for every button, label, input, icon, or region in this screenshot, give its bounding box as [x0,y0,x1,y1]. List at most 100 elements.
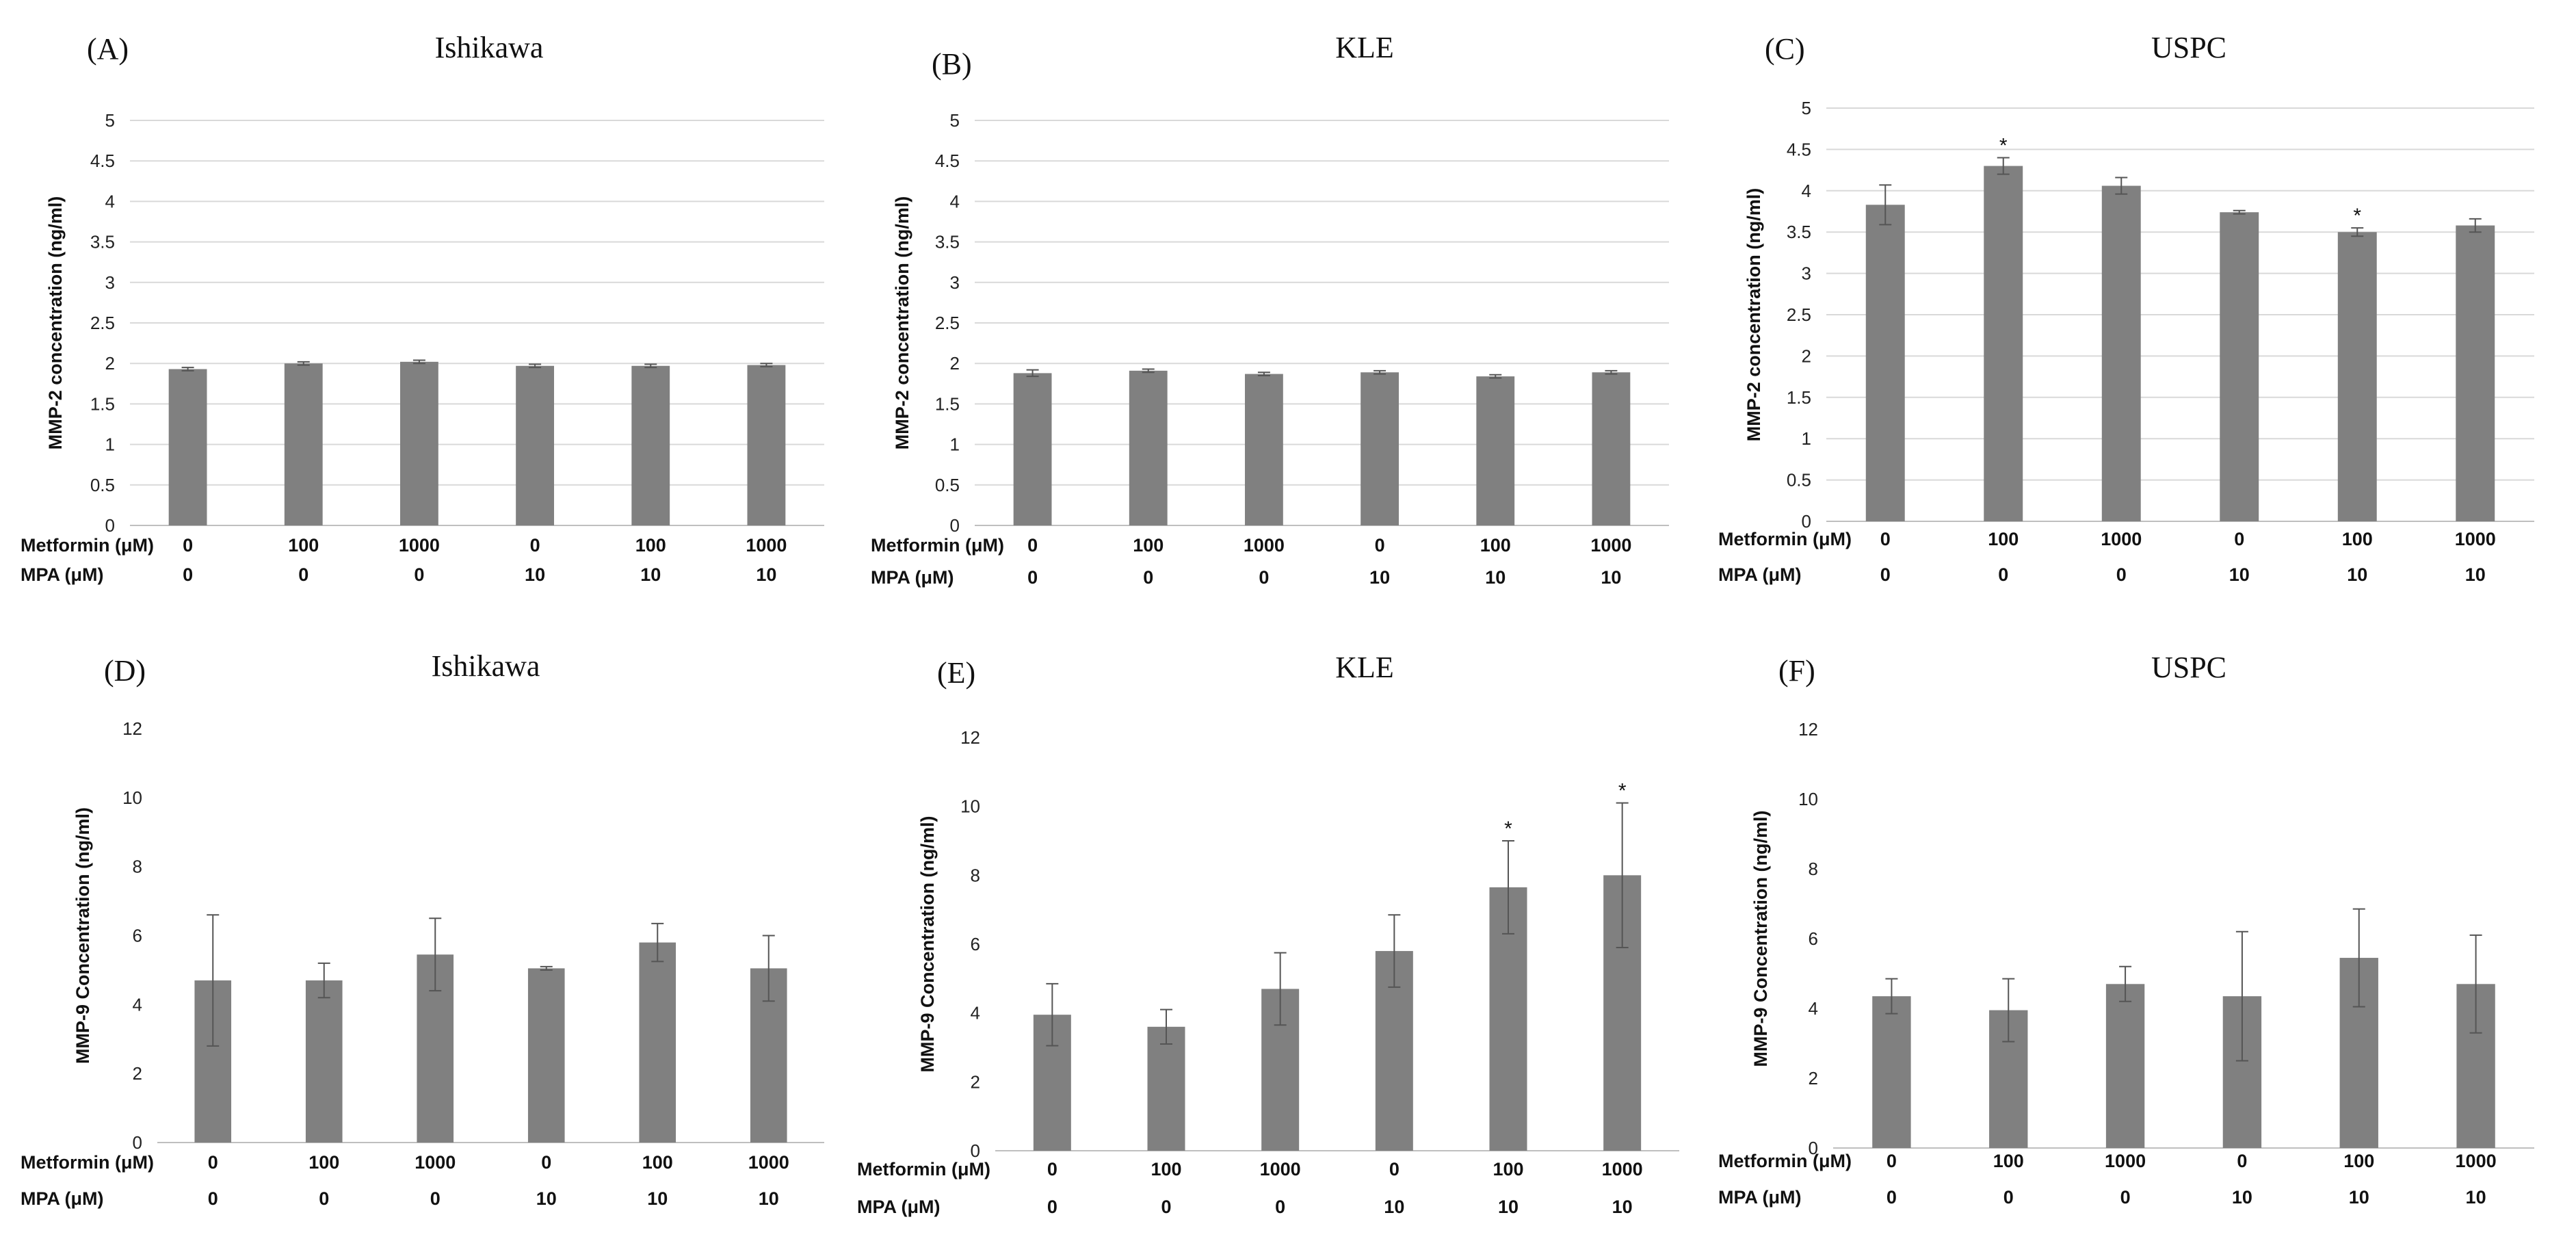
bar [1147,1026,1185,1151]
metformin-row-label: Metformin (μM) [1718,529,1852,549]
panel-letter: (A) [87,32,129,66]
y-tick-label: 2.5 [935,313,960,333]
metformin-dose-label: 1000 [2456,1151,2497,1171]
mpa-dose-label: 0 [430,1188,441,1209]
error-bar [429,917,442,992]
y-tick-label: 8 [1809,859,1818,879]
bar [2220,212,2259,521]
panel-title: USPC [2151,31,2226,64]
y-tick-label: 0 [971,1140,980,1161]
mpa-dose-label: 10 [647,1188,668,1209]
bar [631,365,670,525]
y-tick-label: 4.5 [90,151,115,171]
mpa-dose-label: 10 [640,564,661,585]
panel-b: (B) KLE MMP-2 concentration (ng/ml) 0 0.5 1 1.… [871,31,1669,588]
metformin-dose-label: 0 [183,535,193,556]
error-bar [1616,802,1629,949]
error-bar [1374,369,1386,375]
metformin-dose-label: 0 [530,535,540,556]
metformin-dose-label: 0 [1389,1159,1399,1179]
y-tick-label: 6 [133,926,142,946]
error-bar [1879,184,1892,226]
metformin-dose-label: 0 [208,1152,218,1173]
y-tick-label: 3.5 [935,232,960,252]
y-tick-label: 10 [122,787,142,808]
metformin-dose-label: 100 [1133,535,1164,556]
panel-title: USPC [2151,651,2226,684]
panel-letter: (F) [1778,654,1815,688]
mpa-row-label: MPA (μM) [1718,1187,1802,1208]
metformin-dose-label: 0 [1880,529,1891,549]
bar [1129,370,1168,525]
panel-title: KLE [1335,31,1394,64]
metformin-dose-label: 100 [642,1152,673,1173]
panel-letter: (E) [937,656,975,690]
metformin-dose-label: 100 [2343,1151,2374,1171]
metformin-dose-label: 100 [2342,529,2373,549]
error-bar [1502,840,1514,935]
y-tick-label: 2 [133,1063,142,1084]
y-tick-label: 1 [1802,428,1811,449]
y-tick-label: 4.5 [1787,139,1811,159]
y-tick-label: 12 [960,727,980,748]
y-tick-label: 0.5 [935,475,960,495]
mpa-dose-label: 0 [2003,1187,2014,1208]
metformin-row-label: Metformin (μM) [21,1152,154,1173]
error-bar [762,935,775,1002]
bar [1013,373,1052,525]
significance-marker: * [1504,818,1512,840]
mpa-row-label: MPA (μM) [857,1197,941,1217]
error-bar [1997,157,2010,175]
bar [2105,984,2145,1148]
error-bar [2351,227,2364,237]
mpa-dose-label: 10 [1601,567,1621,588]
bar [2456,225,2495,521]
metformin-row-label: Metformin (μM) [1718,1151,1852,1171]
panel-letter: (B) [932,47,972,81]
error-bar [1489,374,1502,379]
error-bar [207,914,220,1047]
error-bar [540,965,553,971]
error-bar [1605,369,1618,375]
metformin-dose-label: 100 [1480,535,1511,556]
metformin-dose-label: 1000 [748,1152,789,1173]
y-axis-label: MMP-9 Concentration (ng/ml) [917,816,938,1073]
error-bar [2469,218,2482,233]
mpa-dose-label: 10 [2465,564,2486,585]
metformin-dose-label: 1000 [2455,529,2496,549]
y-tick-label: 10 [960,796,980,817]
mpa-dose-label: 10 [756,564,776,585]
mpa-row-label: MPA (μM) [21,1188,104,1209]
y-tick-label: 4 [133,994,142,1015]
y-tick-label: 1 [950,434,960,455]
panel-d: (D) Ishikawa MMP-9 Concentration (ng/ml) 0 2… [21,649,824,1209]
y-tick-label: 8 [133,857,142,877]
panel-f: (F) USPC MMP-9 Concentration (ng/ml) 0 2 4 6 8 1… [1718,651,2534,1208]
panel-title: Ishikawa [432,649,540,683]
panel-title: Ishikawa [435,31,544,64]
error-bar [1142,368,1155,374]
y-tick-label: 8 [971,865,980,885]
mpa-dose-label: 10 [2349,1187,2369,1208]
mpa-dose-label: 0 [1027,567,1038,588]
y-axis-label: MMP-2 concentration (ng/ml) [892,196,912,450]
metformin-dose-label: 0 [1375,535,1385,556]
bar [1592,372,1631,525]
bar [639,942,676,1143]
y-tick-label: 0 [105,515,115,536]
error-bar [2002,978,2015,1043]
y-tick-label: 4 [1802,181,1811,201]
bar [1361,372,1399,525]
metformin-dose-label: 1000 [2101,529,2142,549]
mpa-dose-label: 10 [525,564,545,585]
error-bar [297,361,310,366]
error-bar [529,363,542,369]
error-bar [1885,978,1898,1015]
bar [1865,205,1905,521]
metformin-dose-label: 0 [2234,529,2244,549]
metformin-dose-label: 100 [1493,1159,1523,1179]
bar [516,365,554,525]
mpa-dose-label: 10 [1384,1197,1404,1217]
mpa-row-label: MPA (μM) [1718,564,1802,585]
